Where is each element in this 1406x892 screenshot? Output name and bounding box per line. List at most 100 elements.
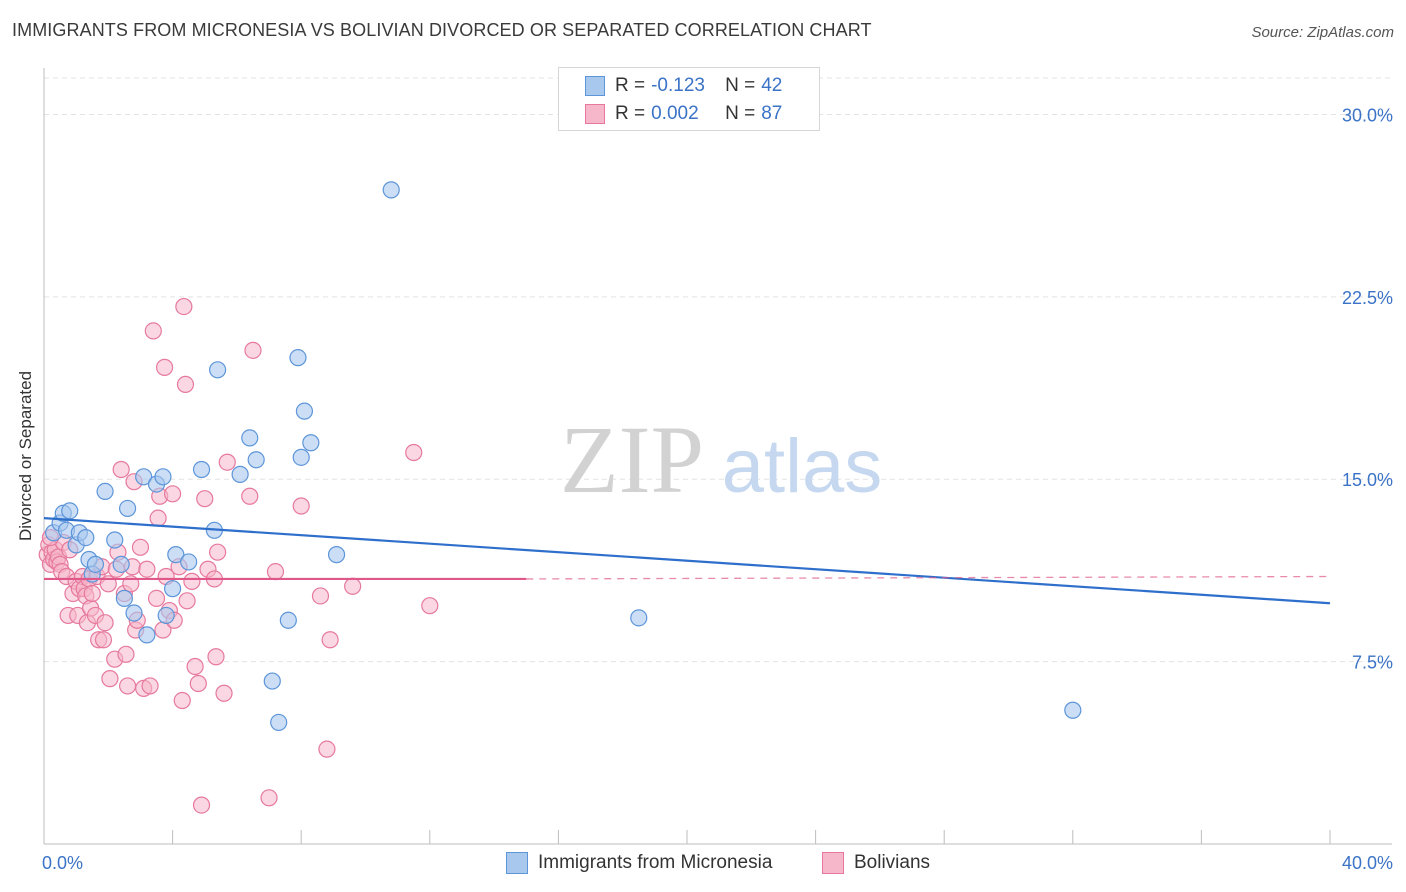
micronesia-point — [302, 434, 320, 452]
micronesia-point — [241, 429, 259, 447]
bolivians-point — [196, 490, 214, 508]
micronesia-point — [231, 465, 249, 483]
micronesia-point — [1064, 701, 1082, 719]
bolivians-point — [117, 645, 135, 663]
micronesia-point — [96, 482, 114, 500]
y-tick-label: 22.5% — [1342, 288, 1393, 308]
bolivians-points — [38, 297, 439, 814]
axes — [43, 68, 1392, 845]
y-tick-label: 15.0% — [1342, 470, 1393, 490]
bolivians-point — [83, 584, 101, 603]
legend-n-value: 42 — [761, 75, 783, 96]
micronesia-point — [154, 468, 172, 486]
micronesia-point — [61, 502, 79, 520]
micronesia-point — [630, 609, 648, 627]
y-tick-label: 7.5% — [1352, 653, 1393, 673]
micronesia-point — [209, 361, 227, 379]
x-tick-label: 40.0% — [1342, 853, 1393, 873]
y-tick-label: 30.0% — [1342, 105, 1393, 125]
micronesia-points — [45, 181, 1082, 732]
bolivians-point — [215, 684, 233, 702]
bolivians-point — [292, 497, 310, 515]
legend-r-label: R = — [615, 75, 646, 96]
bolivians-point — [138, 560, 156, 578]
bolivians-point — [260, 789, 278, 807]
bottom-legend-swatch-bolivians — [822, 852, 844, 874]
legend-n-label: N = — [725, 75, 756, 96]
bolivians-point — [321, 631, 339, 649]
bolivians-point — [311, 587, 330, 605]
micronesia-point — [327, 546, 346, 564]
bolivians-point — [176, 375, 195, 393]
bolivians-point — [186, 657, 204, 676]
micronesia-point — [164, 580, 182, 598]
micronesia-point — [125, 604, 143, 622]
bolivians-point — [183, 572, 201, 590]
micronesia-point — [180, 553, 198, 571]
watermark-zip: ZIP — [560, 406, 704, 513]
legend-r-value: -0.123 — [651, 75, 705, 96]
chart-title: IMMIGRANTS FROM MICRONESIA VS BOLIVIAN D… — [12, 20, 872, 40]
legend-r-label: R = — [615, 103, 646, 124]
bolivians-point — [218, 453, 236, 471]
bolivians-point — [118, 677, 137, 695]
watermark: ZIP atlas — [560, 406, 882, 513]
micronesia-point — [279, 611, 297, 629]
micronesia-point — [138, 626, 156, 644]
correlation-legend: R = -0.123 N = 42 R = 0.002 N = 87 — [558, 67, 820, 131]
bolivians-point — [141, 677, 159, 695]
bolivians-point — [144, 322, 162, 340]
bolivians-point — [149, 509, 167, 527]
bolivians-point — [101, 670, 119, 688]
bolivians-point — [405, 443, 423, 462]
micronesia-trend-line — [43, 517, 1331, 605]
bolivians-point — [192, 796, 211, 814]
bolivians-point — [155, 358, 174, 376]
micronesia-point — [112, 555, 130, 573]
legend-swatch-bolivians — [585, 104, 605, 124]
micronesia-point — [289, 349, 307, 367]
bolivians-point — [94, 631, 113, 649]
bolivians-point — [175, 297, 193, 316]
micronesia-point — [382, 181, 400, 199]
micronesia-point — [77, 528, 95, 547]
bottom-legend-micronesia: Immigrants from Micronesia — [506, 852, 772, 874]
micronesia-point — [192, 460, 211, 479]
trend-lines — [43, 517, 1331, 605]
micronesia-point — [86, 555, 105, 573]
tick-labels: 7.5% 15.0% 22.5% 30.0% 0.0% 40.0% — [42, 105, 1393, 873]
micronesia-point — [157, 606, 175, 625]
bolivians-point — [112, 460, 130, 479]
watermark-atlas: atlas — [722, 424, 883, 509]
bolivians-point — [178, 592, 196, 610]
bolivians-point — [209, 543, 227, 561]
gridlines — [44, 77, 1392, 663]
bolivians-point — [241, 487, 259, 505]
micronesia-point — [270, 713, 288, 732]
micronesia-point — [167, 546, 185, 564]
legend-r-value: 0.002 — [651, 103, 699, 124]
micronesia-point — [106, 531, 124, 549]
micronesia-point — [135, 468, 153, 486]
bolivians-point — [344, 577, 362, 595]
bolivians-trend-line-dashed — [526, 575, 1331, 580]
bottom-legend-swatch-micronesia — [506, 852, 528, 874]
bottom-legend-label-micronesia: Immigrants from Micronesia — [538, 852, 773, 873]
bolivians-point — [266, 563, 285, 581]
bolivians-point — [147, 589, 166, 607]
micronesia-point — [292, 448, 310, 466]
bolivians-point — [173, 691, 191, 710]
bolivians-point — [244, 341, 262, 359]
micronesia-point — [115, 589, 133, 607]
bottom-legend-label-bolivians: Bolivians — [854, 852, 931, 873]
bolivians-point — [189, 674, 207, 693]
bolivians-point — [131, 538, 150, 556]
bottom-legend-bolivians: Bolivians — [822, 852, 930, 874]
micronesia-point — [118, 499, 137, 518]
micronesia-point — [295, 402, 314, 420]
legend-n-value: 87 — [761, 103, 783, 124]
bolivians-point — [421, 597, 439, 615]
x-tick-label: 0.0% — [42, 853, 83, 873]
micronesia-point — [263, 672, 281, 690]
